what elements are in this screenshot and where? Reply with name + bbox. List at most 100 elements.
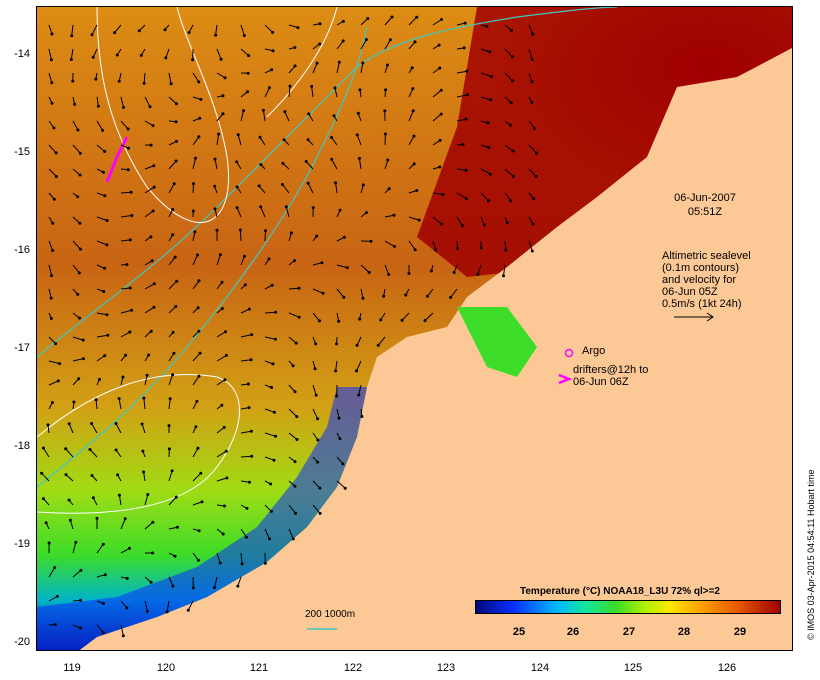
velocity-vector (312, 62, 318, 74)
velocity-vector-head (334, 181, 338, 185)
velocity-vector-head (318, 486, 322, 490)
velocity-vector-head (332, 114, 336, 118)
velocity-vector (192, 552, 199, 561)
velocity-vector-head (197, 279, 201, 283)
velocity-vector (216, 379, 226, 386)
velocity-vector-head (293, 484, 297, 488)
velocity-vector-head (126, 168, 130, 172)
velocity-vector-head (364, 38, 368, 41)
map-canvas (37, 7, 792, 650)
velocity-vector-head (199, 471, 203, 475)
velocity-vector-head (220, 280, 224, 284)
velocity-vector (432, 89, 442, 98)
velocity-vector-head (150, 259, 154, 263)
velocity-vector (192, 280, 200, 290)
velocity-vector-head (437, 43, 441, 47)
velocity-vector-head (264, 229, 267, 233)
velocity-vector (264, 336, 276, 340)
velocity-vector-head (293, 259, 297, 263)
velocity-vector-head (125, 576, 129, 580)
velocity-vector (312, 480, 321, 489)
velocity-vector-head (511, 174, 515, 178)
velocity-vector-head (291, 537, 295, 541)
y-tick-label: -14 (14, 48, 30, 60)
velocity-vector-head (221, 112, 225, 116)
velocity-vector-head (261, 108, 265, 112)
velocity-vector (384, 39, 391, 50)
velocity-vector-head (236, 133, 240, 137)
velocity-vector (456, 192, 467, 200)
x-tick-label: 120 (156, 662, 176, 674)
velocity-vector (72, 336, 84, 341)
velocity-vector-head (384, 88, 388, 92)
velocity-vector (72, 542, 77, 554)
velocity-vector-head (306, 138, 310, 142)
velocity-vector-head (263, 561, 267, 565)
velocity-vector (264, 528, 270, 540)
velocity-vector-head (101, 128, 105, 132)
velocity-vector-head (88, 448, 92, 451)
x-tick-label: 124 (530, 662, 550, 674)
velocity-vector-head (464, 117, 468, 121)
velocity-vector (408, 135, 415, 146)
velocity-vector (480, 48, 490, 53)
velocity-vector (264, 230, 266, 242)
velocity-vector-head (439, 112, 443, 116)
warm-core (417, 7, 792, 277)
velocity-vector-head (426, 294, 429, 298)
velocity-vector-head (103, 573, 107, 577)
velocity-vector (120, 624, 124, 636)
velocity-vector-head (249, 358, 253, 362)
velocity-vector (65, 474, 74, 482)
velocity-vector-head (530, 100, 534, 104)
velocity-vector (432, 216, 442, 225)
velocity-vector-head (50, 81, 54, 85)
velocity-vector-head (243, 283, 247, 287)
legend-line: (0.1m contours) (662, 262, 740, 274)
velocity-vector (96, 216, 108, 221)
velocity-vector (239, 229, 242, 242)
velocity-vector-head (411, 109, 415, 113)
velocity-vector (91, 423, 98, 434)
velocity-vector (144, 186, 155, 194)
velocity-vector-head (151, 209, 155, 213)
velocity-vector-head (223, 504, 226, 508)
velocity-vector-head (224, 449, 228, 453)
velocity-vector-head (535, 151, 538, 155)
velocity-vector-head (78, 247, 82, 251)
velocity-vector (168, 256, 176, 266)
drifter-legend-marker (558, 373, 573, 385)
velocity-vector (424, 312, 434, 321)
velocity-vector-head (452, 271, 456, 274)
velocity-vector-head (121, 375, 125, 379)
velocity-vector-head (94, 77, 98, 81)
velocity-vector-head (122, 105, 125, 109)
velocity-vector-head (316, 460, 320, 464)
velocity-vector-head (465, 69, 469, 73)
velocity-vector-head (531, 32, 535, 36)
velocity-vector (288, 65, 296, 74)
velocity-vector-head (101, 631, 105, 635)
velocity-vector-head (49, 58, 53, 62)
velocity-vector (192, 158, 196, 170)
colorbar-tick-label: 26 (566, 626, 580, 638)
velocity-vector (143, 398, 146, 410)
velocity-vector (528, 120, 535, 129)
velocity-vector (48, 240, 54, 251)
velocity-vector (48, 48, 52, 60)
velocity-vector-head (117, 79, 121, 83)
velocity-vector-head (163, 28, 167, 32)
velocity-vector (42, 447, 50, 458)
velocity-vector-head (333, 86, 337, 90)
velocity-vector-head (193, 230, 197, 234)
velocity-vector-head (306, 181, 310, 185)
velocity-vector-head (509, 199, 513, 203)
velocity-vector-head (337, 319, 341, 323)
x-tick-label: 126 (717, 662, 737, 674)
velocity-vector-head (41, 446, 45, 450)
velocity-vector-head (489, 98, 493, 102)
velocity-vector-head (198, 351, 202, 355)
velocity-vector (282, 184, 290, 194)
velocity-vector (432, 240, 437, 251)
velocity-vector-head (78, 316, 81, 320)
